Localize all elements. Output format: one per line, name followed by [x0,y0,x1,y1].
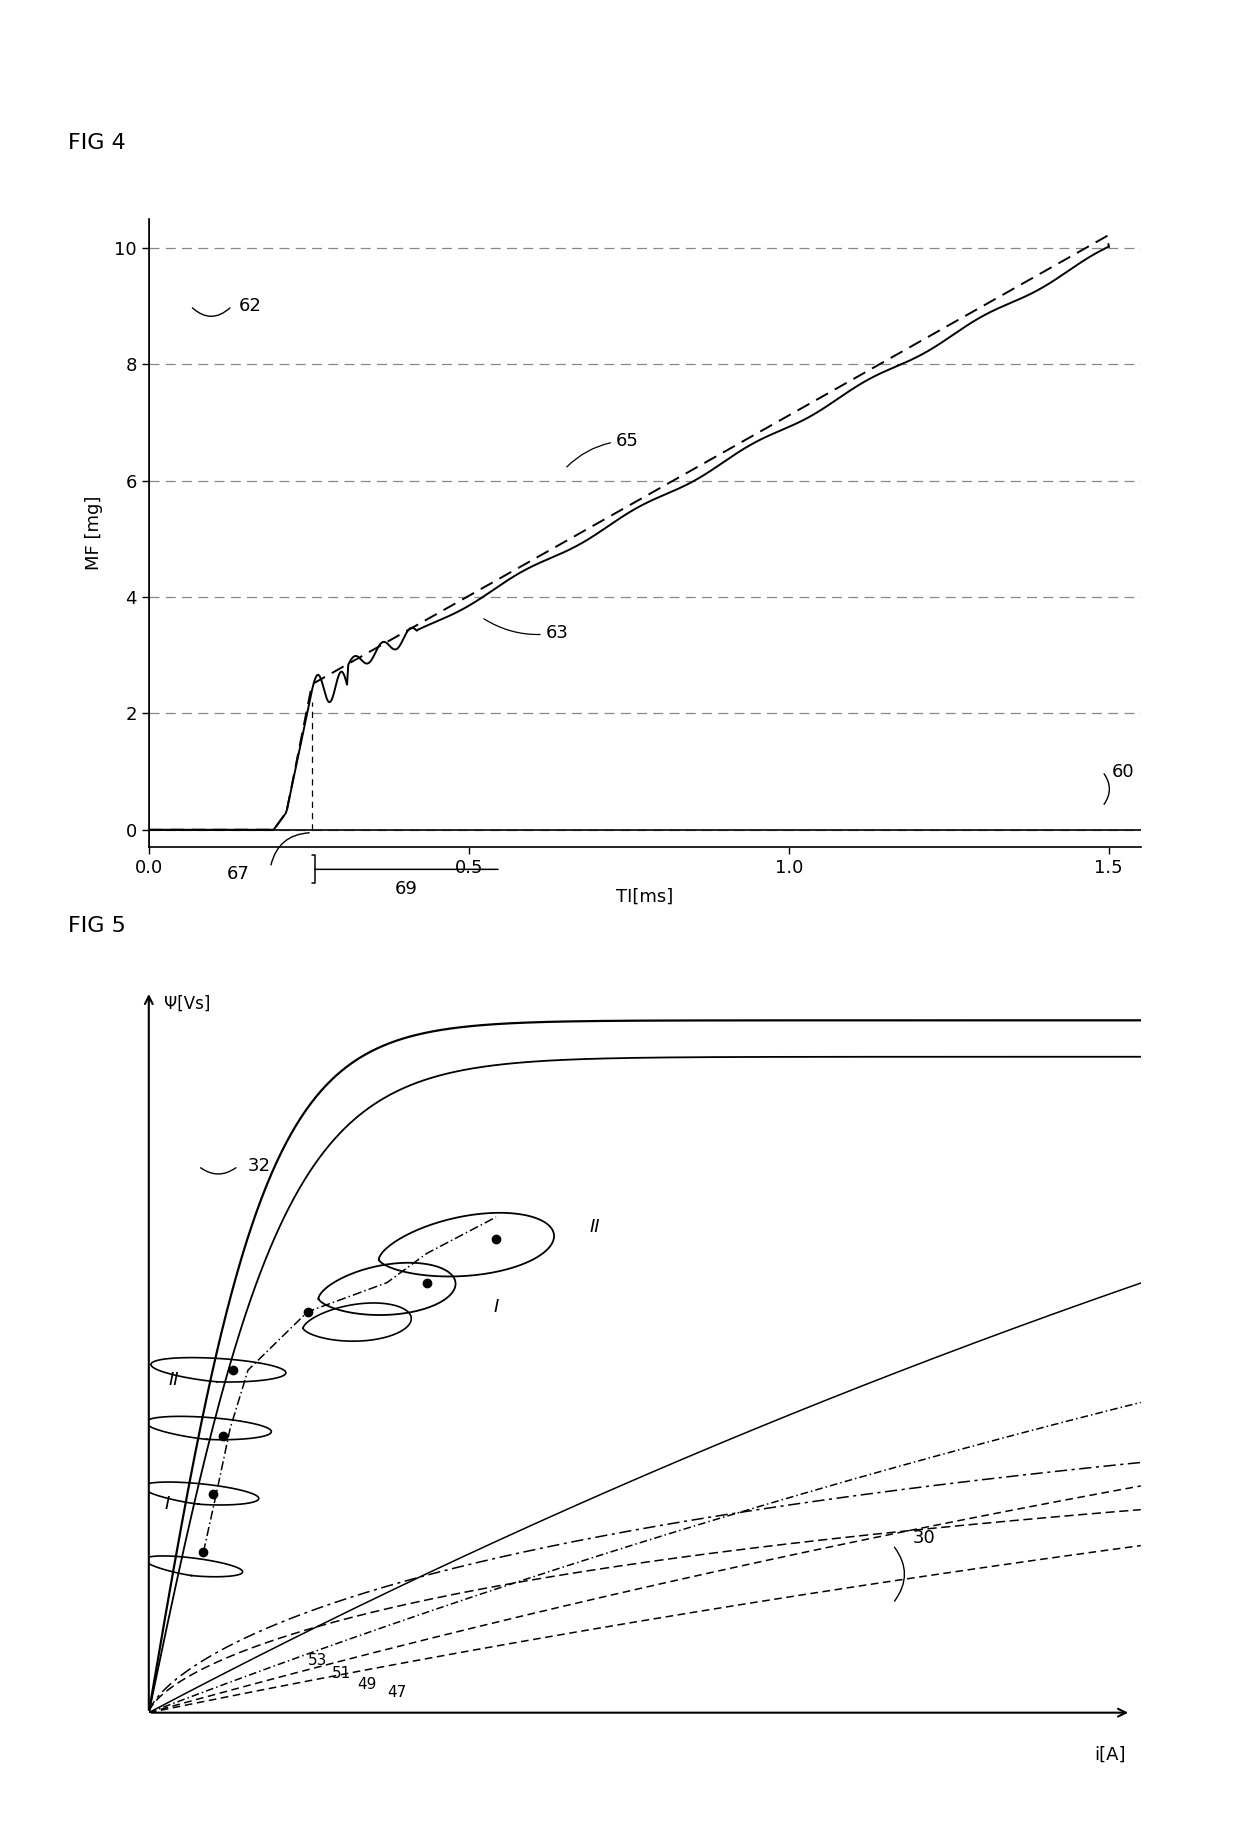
Text: 47: 47 [387,1685,407,1700]
Text: FIG 5: FIG 5 [68,916,126,937]
Text: FIG 4: FIG 4 [68,133,126,153]
Y-axis label: MF [mg]: MF [mg] [86,496,103,570]
Text: i[A]: i[A] [1095,1745,1126,1764]
Text: II: II [169,1370,179,1388]
Text: 69: 69 [396,880,418,898]
Text: 30: 30 [913,1529,935,1547]
Text: I: I [164,1494,170,1512]
Text: 51: 51 [332,1665,352,1680]
Text: 49: 49 [357,1676,377,1691]
Text: 60: 60 [1112,763,1135,780]
X-axis label: TI[ms]: TI[ms] [616,887,673,906]
Text: 65: 65 [567,432,639,466]
Text: Ψ[Vs]: Ψ[Vs] [164,995,210,1013]
Text: 62: 62 [238,297,262,315]
Text: 53: 53 [308,1653,327,1669]
Text: 32: 32 [248,1157,272,1175]
Text: I: I [494,1297,498,1315]
Text: 63: 63 [484,619,568,641]
Text: 67: 67 [227,865,249,884]
Text: II: II [590,1217,600,1235]
